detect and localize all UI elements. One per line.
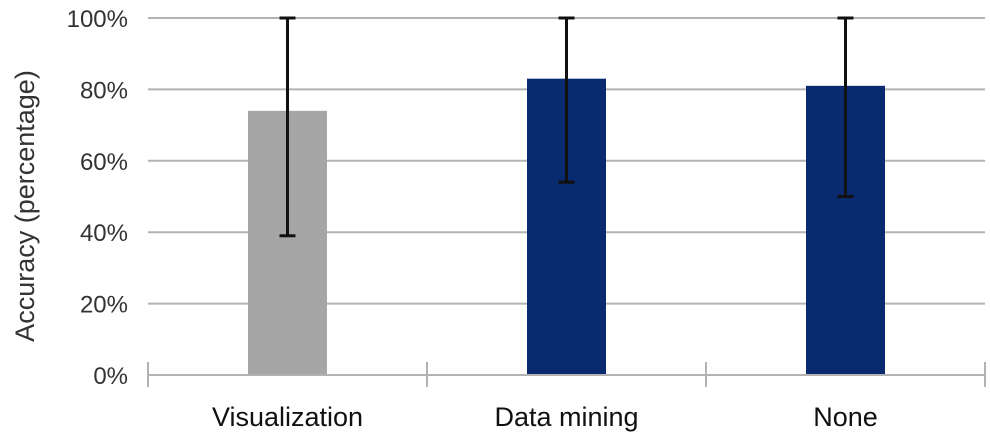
category-label: None — [813, 402, 878, 432]
category-label: Data mining — [494, 402, 638, 432]
category-labels: Visualization Data mining None — [212, 402, 878, 432]
error-bars — [279, 16, 854, 238]
y-axis-title: Accuracy (percentage) — [10, 70, 40, 342]
x-axis — [147, 362, 986, 387]
y-tick-label: 40% — [80, 220, 128, 247]
y-tick-label: 20% — [80, 292, 128, 319]
y-tick-label: 0% — [93, 363, 128, 390]
y-tick-label: 100% — [67, 6, 128, 33]
y-tick-label: 80% — [80, 77, 128, 104]
y-tick-labels: 0% 20% 40% 60% 80% 100% — [67, 6, 128, 390]
category-label: Visualization — [212, 402, 363, 432]
bars — [248, 78, 885, 375]
y-tick-label: 60% — [80, 149, 128, 176]
